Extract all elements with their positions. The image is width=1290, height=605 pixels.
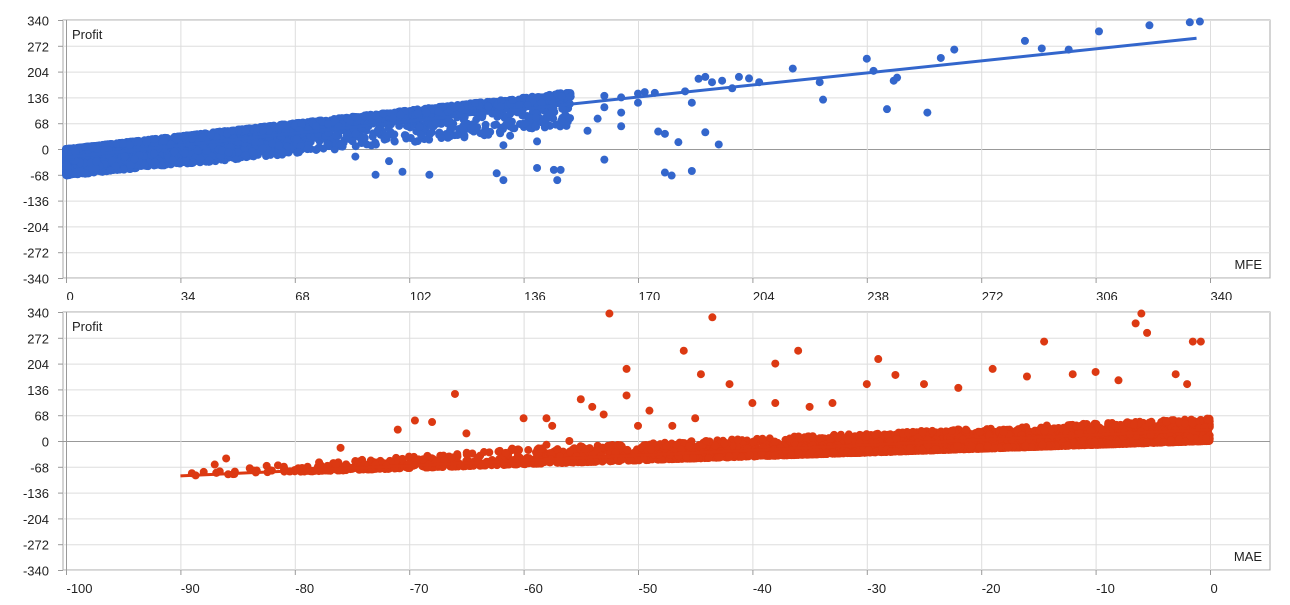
y-tick-label: -204 — [23, 512, 49, 527]
y-tick-label: -68 — [30, 460, 49, 475]
y-tick-label: 0 — [42, 143, 49, 158]
y-tick-label: 204 — [27, 357, 49, 372]
y-tick-label: -136 — [23, 194, 49, 209]
y-tick-label: 136 — [27, 383, 49, 398]
y-axis-title: Profit — [72, 319, 103, 334]
y-tick-label: 272 — [27, 331, 49, 346]
x-tick-label: -40 — [753, 581, 772, 596]
y-tick-label: 0 — [42, 435, 49, 450]
x-tick-label: -10 — [1096, 581, 1115, 596]
y-tick-label: -272 — [23, 538, 49, 553]
y-tick-label: 68 — [35, 409, 49, 424]
x-axis-title: MFE — [1235, 257, 1263, 272]
y-tick-label: -272 — [23, 246, 49, 261]
y-tick-label: 340 — [27, 306, 49, 321]
y-tick-label: -136 — [23, 486, 49, 501]
y-tick-label: -340 — [23, 564, 49, 579]
x-tick-label: -50 — [639, 581, 658, 596]
x-axis-title: MAE — [1234, 549, 1263, 564]
x-tick-label: -30 — [867, 581, 886, 596]
x-tick-label: -100 — [67, 581, 93, 596]
y-tick-label: -68 — [30, 168, 49, 183]
x-tick-label: -70 — [410, 581, 429, 596]
x-tick-label: -60 — [524, 581, 543, 596]
x-tick-label: -80 — [295, 581, 314, 596]
y-tick-label: 68 — [35, 117, 49, 132]
x-tick-label: -20 — [982, 581, 1001, 596]
x-tick-label: -90 — [181, 581, 200, 596]
y-tick-label: 136 — [27, 91, 49, 106]
y-tick-label: 272 — [27, 39, 49, 54]
x-tick-label: 0 — [1211, 581, 1218, 596]
y-tick-label: 204 — [27, 65, 49, 80]
y-tick-label: 340 — [27, 14, 49, 29]
y-tick-label: -204 — [23, 220, 49, 235]
y-axis-title: Profit — [72, 27, 103, 42]
y-tick-label: -340 — [23, 272, 49, 287]
mae-chart-canvas: 340272204136680-68-136-204-272-340-100-9… — [0, 292, 1290, 600]
